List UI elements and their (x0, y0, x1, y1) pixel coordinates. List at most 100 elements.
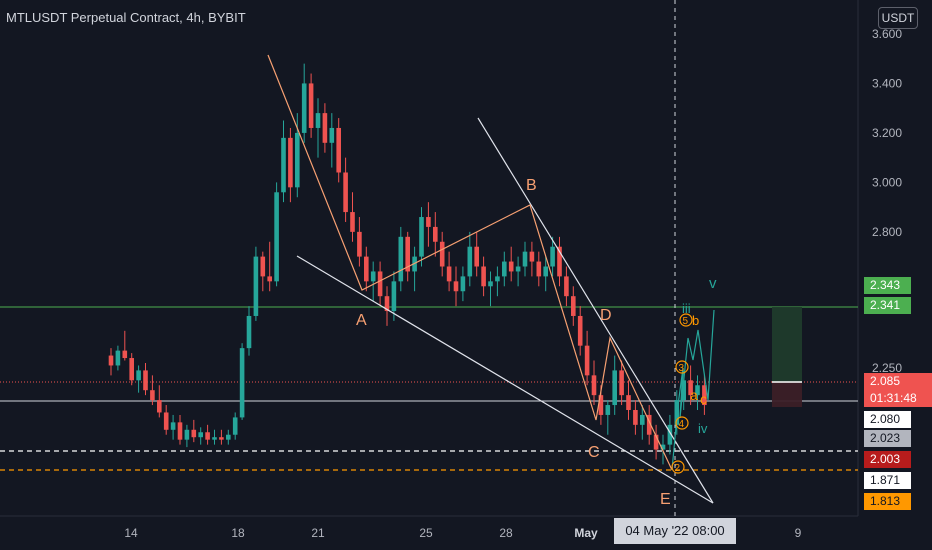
candle-body (357, 231, 362, 257)
candle-body (426, 217, 431, 227)
x-tick-label: May (574, 526, 598, 540)
position-profit-zone (772, 307, 802, 382)
candle-body (695, 385, 700, 396)
candle-body (433, 226, 438, 242)
candle-body (115, 350, 121, 366)
wave-number-circle (671, 460, 685, 474)
candle-body (226, 434, 231, 440)
candle-body (474, 246, 479, 267)
wave-label-a: A (356, 312, 367, 329)
wave-number-circle (675, 416, 689, 430)
candle-body (667, 424, 673, 445)
crosshair-time-label: 04 May '22 08:00 (614, 518, 736, 544)
price-tag: 2.023 (864, 430, 911, 447)
candle-body (564, 276, 569, 297)
wave-label-v: v (709, 275, 717, 292)
candle-body (370, 271, 376, 282)
candle-body (640, 414, 645, 425)
y-tick-label: 2.250 (872, 361, 902, 375)
candle-body (446, 266, 452, 282)
position-loss-zone (772, 382, 802, 407)
candle-body (122, 350, 128, 359)
candle-body (191, 429, 197, 438)
candle-body (681, 380, 686, 401)
candle-body (577, 315, 583, 346)
candle-body (108, 355, 114, 366)
candle-body (439, 241, 445, 267)
price-tag: 2.080 (864, 411, 911, 428)
candle-body (232, 417, 238, 435)
wave-number-label: 2 (675, 463, 681, 474)
price-tag-value: 1.813 (870, 494, 901, 508)
candle-body (571, 296, 576, 316)
price-tag-value: 1.871 (870, 473, 901, 487)
wave-label-c: C (588, 444, 600, 461)
candle-body (646, 414, 652, 435)
candle-body (633, 409, 638, 425)
y-tick-label: 3.200 (872, 126, 902, 140)
wave-label-iv: iv (698, 421, 708, 436)
candle-body (260, 256, 266, 277)
candle-body (315, 113, 321, 128)
price-tag: 2.003 (864, 451, 911, 468)
candle-body (177, 422, 183, 440)
wave-path-impulse (671, 309, 715, 471)
candle-body (502, 261, 507, 277)
candle-body (198, 432, 203, 438)
candle-body (508, 261, 514, 272)
candle-body (550, 246, 555, 267)
countdown-timer: 01:31:48 (870, 391, 917, 405)
candle-body (377, 271, 383, 297)
candle-body (336, 127, 341, 173)
candle-body (246, 315, 252, 349)
candle-body (322, 113, 328, 143)
candle-body (453, 281, 459, 292)
candle-body (301, 83, 307, 133)
price-tag-value: 2.003 (870, 452, 901, 466)
candle-body (391, 281, 397, 312)
wave-label-a-small: a (690, 387, 698, 403)
candle-body (619, 370, 624, 396)
wave-number-label: 3 (679, 363, 685, 374)
wave-path-abcde (267, 54, 673, 471)
wave-label-d: D (600, 307, 612, 324)
candle-body (495, 276, 500, 282)
chart-title: MTLUSDT Perpetual Contract, 4h, BYBIT (6, 10, 246, 25)
wave-label-e: E (660, 491, 671, 508)
candle-body (488, 281, 493, 287)
price-tag: 2.343 (864, 277, 911, 294)
candle-body (653, 434, 659, 450)
price-tag: 1.871 (864, 472, 911, 489)
candle-body (143, 370, 148, 391)
wave-number-circle (675, 360, 689, 374)
upper-trendline (477, 117, 714, 504)
currency-selector[interactable]: USDT (878, 7, 918, 29)
candle-body (536, 261, 542, 277)
candle-body (129, 358, 134, 381)
candle-body (163, 412, 169, 430)
price-tag-value: 2.080 (870, 412, 901, 426)
candle-body (384, 296, 390, 312)
candle-body (170, 422, 176, 430)
candle-body (150, 390, 155, 401)
x-tick-label: 21 (311, 526, 325, 540)
candle-body (515, 266, 521, 272)
candle-body (467, 246, 473, 277)
candle-body (702, 385, 707, 406)
wave-label-c-small: c (700, 391, 707, 407)
y-tick-label: 3.000 (872, 175, 902, 189)
candle-body (308, 83, 314, 128)
wave-number-circle (679, 313, 693, 327)
price-tag-value: 2.341 (870, 298, 901, 312)
candle-body (688, 380, 693, 396)
candle-body (405, 236, 410, 272)
lower-trendline (296, 255, 714, 504)
candle-body (481, 266, 486, 287)
candle-body (584, 345, 590, 376)
candle-body (543, 266, 548, 277)
candle-body (605, 405, 611, 415)
candle-body (219, 437, 224, 440)
wave-number-label: 4 (679, 419, 685, 430)
x-tick-label: 28 (499, 526, 513, 540)
